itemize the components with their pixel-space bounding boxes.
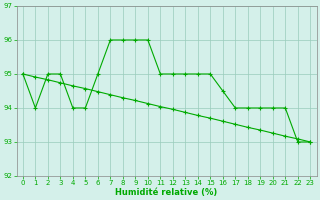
X-axis label: Humidité relative (%): Humidité relative (%) (116, 188, 218, 197)
